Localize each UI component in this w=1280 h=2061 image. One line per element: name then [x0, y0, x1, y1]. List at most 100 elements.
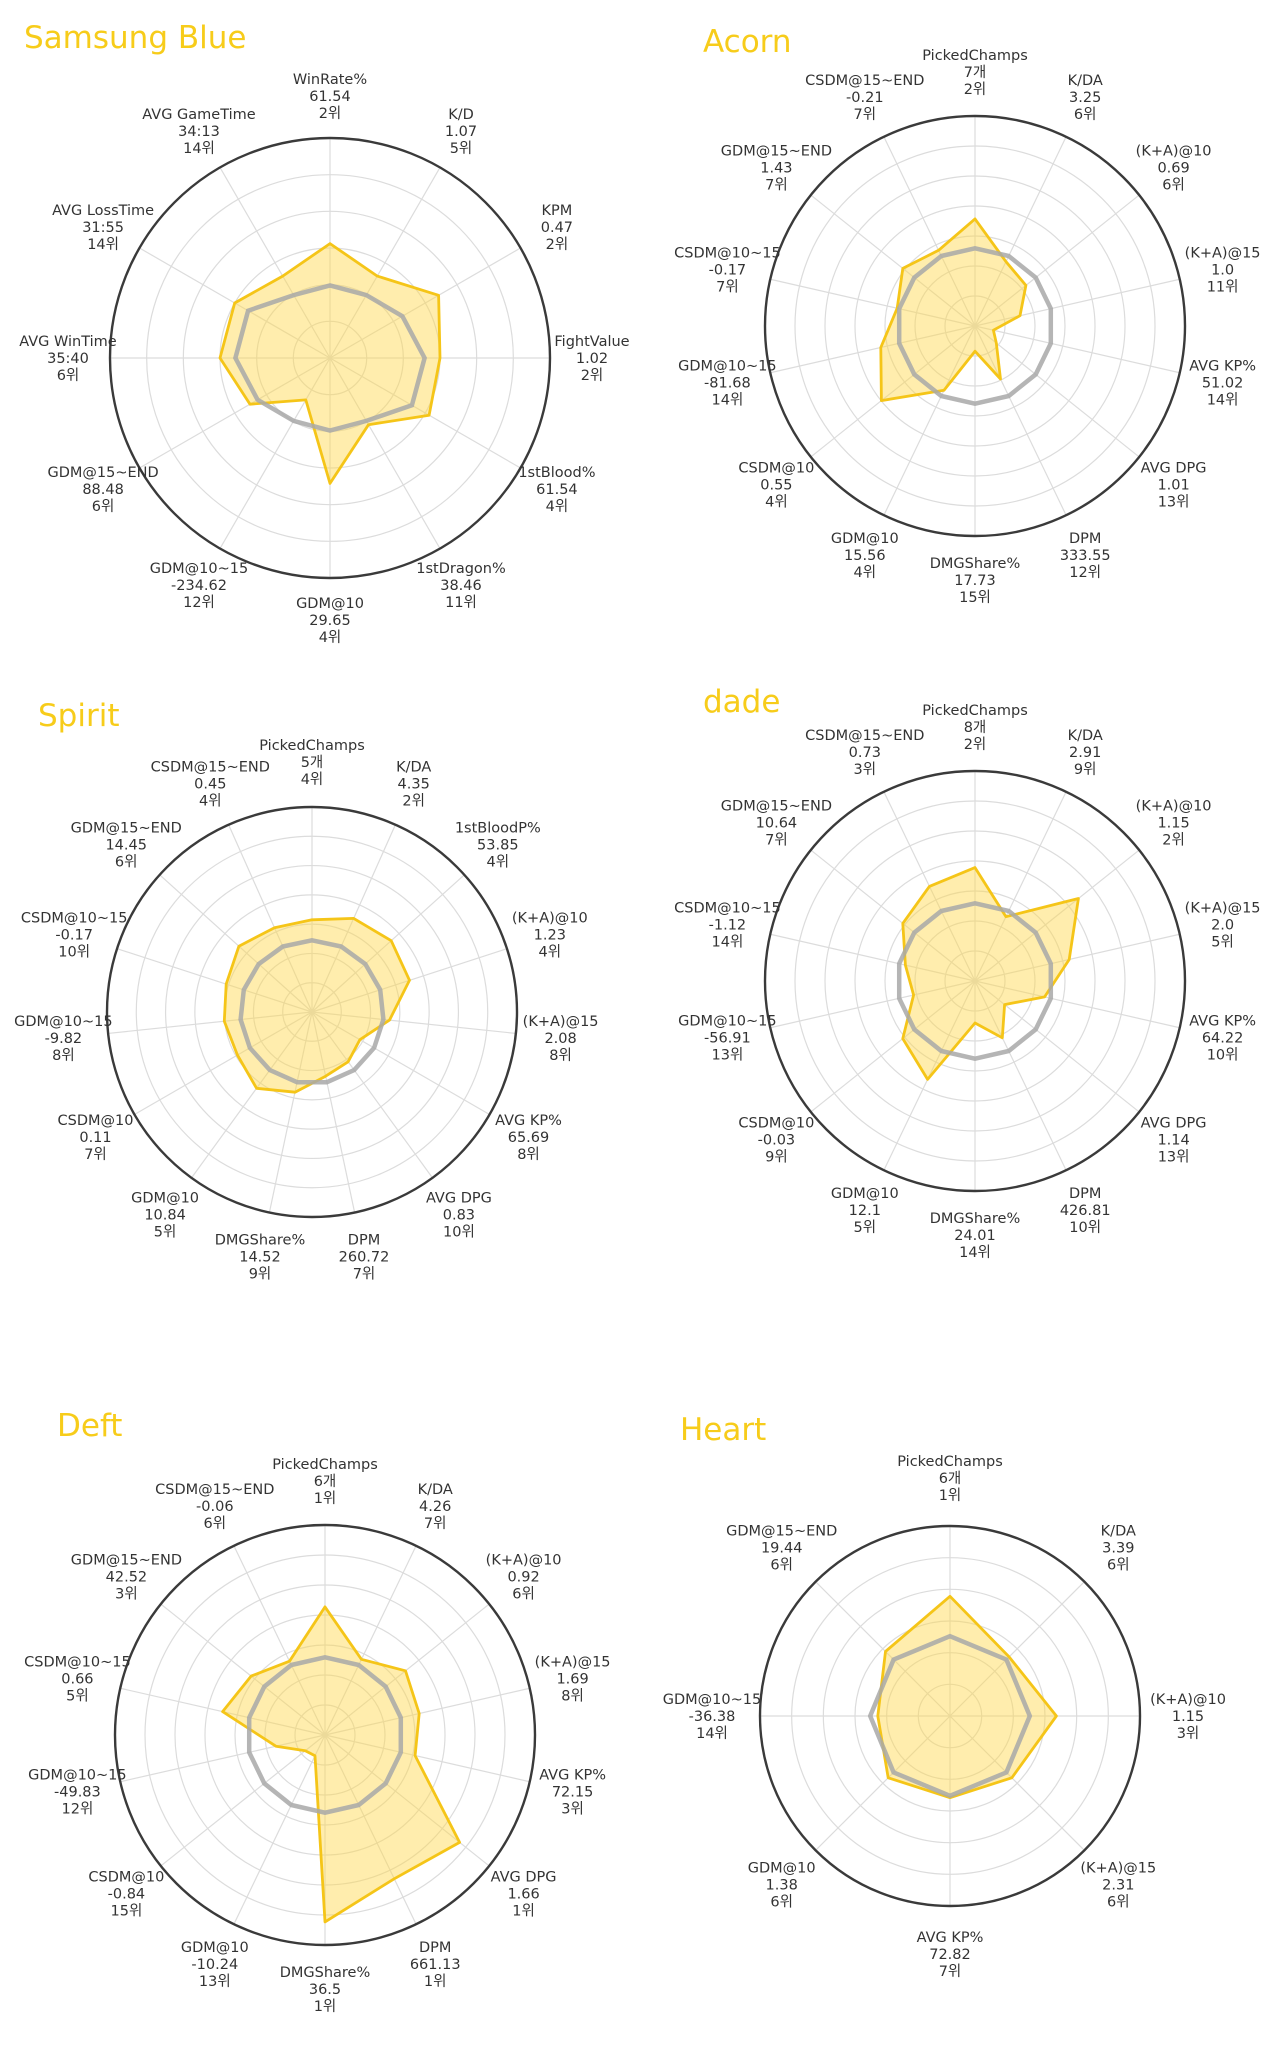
axis-rank: 1위 [512, 1902, 535, 1919]
panel-title: Samsung Blue [24, 20, 246, 56]
axis-value: 51.02 [1202, 376, 1244, 392]
outer-ring [108, 136, 552, 580]
axis-name: AVG LossTime [52, 203, 154, 219]
outer-ring [763, 114, 1187, 538]
axis-name: K/DA [1068, 728, 1103, 744]
axis-spoke [974, 791, 1067, 982]
axis-name: GDM@10 [831, 531, 899, 547]
axis-name: GDM@10~15 [14, 1014, 112, 1030]
panel-title: Acorn [703, 24, 792, 60]
axis-name: CSDM@10~15 [21, 911, 128, 927]
axis-spoke [311, 1011, 356, 1213]
axis-value: 14.52 [239, 1250, 281, 1266]
axis-rank: 2위 [546, 236, 569, 253]
axis-name: CSDM@15~END [151, 760, 270, 776]
axis-name: DPM [348, 1233, 380, 1249]
average-series-polygon [867, 1633, 1033, 1799]
axis-rank: 14위 [87, 236, 119, 253]
axis-spoke [191, 1011, 313, 1179]
axis-label: DPM 333.55 12위 [1060, 531, 1111, 581]
axis-spoke [974, 136, 1067, 327]
axis-rank: 7위 [939, 1963, 962, 1980]
axis-value: 2.91 [1069, 745, 1101, 761]
axis-spoke [883, 325, 976, 516]
axis-label: AVG DPG 1.01 13위 [1141, 460, 1207, 510]
axis-label: GDM@10 12.1 5위 [831, 1186, 899, 1236]
axis-name: AVG KP% [917, 1930, 984, 1946]
axis-label: (K+A)@10 0.69 6위 [1136, 144, 1212, 194]
axis-name: AVG KP% [495, 1113, 562, 1129]
axis-rank: 8위 [52, 1047, 75, 1064]
radar-panel-samsung-blue: Samsung Blue WinRate% 61.54 2위 K/D 1.07 5위KPM… [19, 20, 629, 646]
axis-label: AVG GameTime 34:13 14위 [142, 107, 255, 157]
axis-value: 53.85 [477, 838, 519, 854]
axis-spoke [883, 136, 976, 327]
axis-spoke [810, 849, 976, 982]
axis-value: -56.91 [704, 1031, 751, 1047]
axis-labels: PickedChamps 6개 1위K/DA 3.39 6위(K+A)@10 1.15 3위… [663, 1454, 1226, 1980]
axis-rank: 13위 [1158, 493, 1190, 510]
axis-label: (K+A)@10 1.15 3위 [1150, 1692, 1226, 1742]
axis-label: KPM 0.47 2위 [541, 203, 573, 253]
axis-spoke [974, 849, 1140, 982]
axis-label: CSDM@10~15 -0.17 7위 [674, 246, 781, 296]
axis-rank: 7위 [84, 1146, 107, 1163]
axis-name: K/DA [1101, 1524, 1136, 1540]
average-series-polygon [246, 1654, 404, 1816]
axis-value: 5개 [301, 754, 324, 771]
axis-label: AVG LossTime 31:55 14위 [52, 203, 154, 253]
axis-label: GDM@10 -10.24 13위 [181, 1940, 249, 1990]
axis-name: AVG DPG [491, 1869, 557, 1885]
average-series-polygon [232, 283, 428, 433]
axis-spoke [116, 948, 313, 1013]
axis-value: 6개 [314, 1473, 337, 1490]
axis-name: (K+A)@15 [1080, 1860, 1156, 1876]
axis-name: DPM [1069, 531, 1101, 547]
axis-name: DMGShare% [215, 1233, 306, 1249]
axis-rank: 14위 [959, 1244, 991, 1261]
axis-name: (K+A)@10 [1150, 1692, 1226, 1708]
axis-name: CSDM@10 [738, 1115, 814, 1131]
axis-spoke [810, 980, 976, 1113]
axis-spoke [974, 325, 1180, 374]
axis-value: 260.72 [339, 1250, 390, 1266]
axis-name: CSDM@10~15 [674, 901, 781, 917]
axis-name: GDM@15~END [726, 1524, 837, 1540]
radar-grid [763, 769, 1187, 1193]
axis-spoke [810, 325, 976, 458]
axis-label: GDM@10~15 -81.68 14위 [678, 359, 776, 409]
axis-rank: 2위 [964, 81, 987, 98]
axis-label: AVG DPG 0.83 10위 [426, 1190, 492, 1240]
axis-name: PickedChamps [272, 1457, 378, 1473]
axis-rank: 10위 [1207, 1047, 1239, 1064]
axis-name: GDM@10~15 [150, 561, 248, 577]
axis-value: 14.45 [105, 838, 147, 854]
axis-label: GDM@10~15 -9.82 8위 [14, 1014, 112, 1064]
axis-rank: 2위 [402, 793, 425, 810]
axis-name: AVG WinTime [19, 334, 117, 350]
axis-rank: 6위 [1107, 1893, 1130, 1910]
axis-value: 2.0 [1211, 918, 1234, 934]
axis-label: GDM@10 1.38 6위 [748, 1860, 816, 1910]
axis-name: 1stBlood% [518, 465, 595, 481]
axis-value: 35:40 [47, 351, 89, 367]
axis-label: GDM@10~15 -56.91 13위 [678, 1014, 776, 1064]
axis-label: DMGShare% 36.5 1위 [280, 1965, 371, 2015]
axis-rank: 2위 [319, 105, 342, 122]
outer-ring [105, 805, 519, 1219]
axis-rank: 7위 [765, 832, 788, 849]
axis-rank: 10위 [443, 1223, 475, 1240]
panel-title: Heart [680, 1412, 766, 1448]
axis-rank: 9위 [765, 1148, 788, 1165]
axis-label: PickedChamps 6개 1위 [897, 1454, 1003, 1504]
axis-value: 333.55 [1060, 548, 1111, 564]
axis-name: (K+A)@10 [486, 1553, 562, 1569]
axis-value: 88.48 [82, 482, 124, 498]
axis-value: 4.35 [398, 777, 430, 793]
average-series-polygon [896, 245, 1054, 407]
axis-spoke [324, 1734, 530, 1783]
axis-rank: 3위 [1177, 1725, 1200, 1742]
axis-rank: 7위 [424, 1515, 447, 1532]
axis-spoke [974, 325, 1067, 516]
